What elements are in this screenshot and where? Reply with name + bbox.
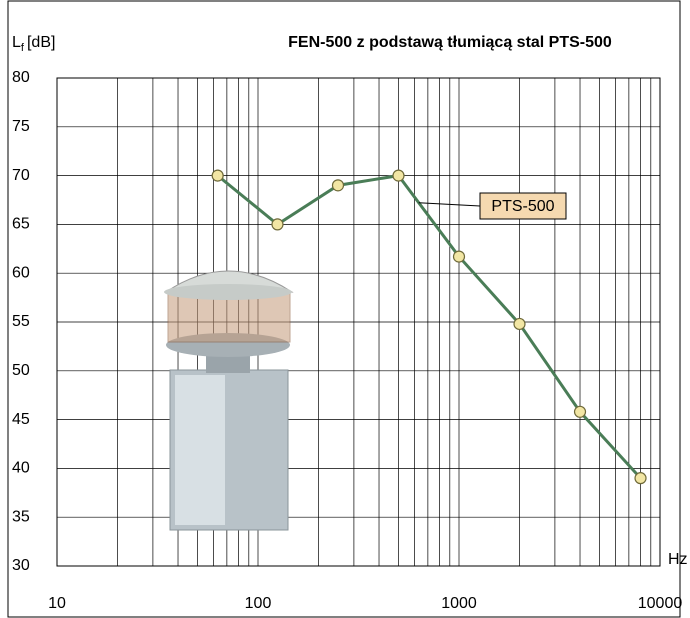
marker <box>212 170 223 181</box>
x-tick-label: 10 <box>48 595 66 612</box>
y-tick-label: 50 <box>12 362 30 379</box>
product-photo <box>164 271 292 530</box>
x-tick-label: 10000 <box>638 595 683 612</box>
marker <box>575 406 586 417</box>
chart: Lf[dB] FEN-500 z podstawą tłumiącą stal … <box>0 0 690 618</box>
legend-label: PTS-500 <box>491 198 554 215</box>
marker <box>635 473 646 484</box>
y-tick-label: 65 <box>12 216 30 233</box>
y-tick-label: 30 <box>12 557 30 574</box>
y-tick-label: 35 <box>12 508 30 525</box>
x-tick-label: 100 <box>245 595 272 612</box>
x-axis-label: Hz <box>668 551 688 568</box>
marker <box>272 219 283 230</box>
y-tick-label: 55 <box>12 313 30 330</box>
y-tick-label: 45 <box>12 411 30 428</box>
marker <box>393 170 404 181</box>
x-tick-label: 1000 <box>441 595 477 612</box>
marker <box>332 180 343 191</box>
y-tick-label: 70 <box>12 167 30 184</box>
y-tick-label: 80 <box>12 69 30 86</box>
marker <box>514 318 525 329</box>
marker <box>454 251 465 262</box>
y-axis-label: Lf[dB] <box>12 34 55 54</box>
frame <box>8 1 680 617</box>
y-tick-label: 40 <box>12 460 30 477</box>
y-tick-label: 75 <box>12 118 30 135</box>
y-tick-label: 60 <box>12 264 30 281</box>
chart-title: FEN-500 z podstawą tłumiącą stal PTS-500 <box>288 34 612 51</box>
